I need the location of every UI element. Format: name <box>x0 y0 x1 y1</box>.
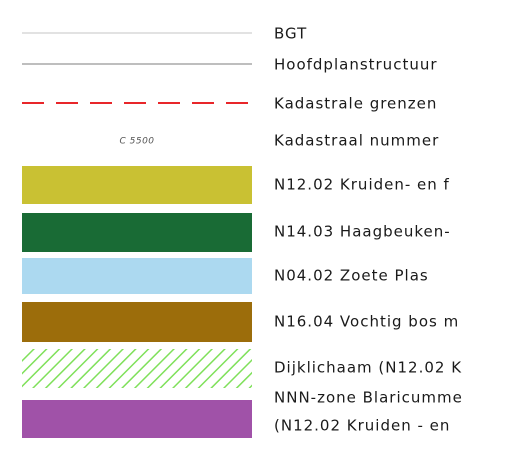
legend-label: N14.03 Haagbeuken- <box>274 223 451 241</box>
legend-label: NNN-zone Blaricumme <box>274 389 463 407</box>
legend-label: Dijklichaam (N12.02 K <box>274 359 462 377</box>
hatch-symbol <box>22 349 252 388</box>
fill-symbol <box>22 258 252 294</box>
fill-symbol <box>22 400 252 438</box>
legend-label: Kadastraal nummer <box>274 132 439 150</box>
legend-label: BGT <box>274 25 307 43</box>
fill-symbol <box>22 302 252 342</box>
fill-symbol <box>22 213 252 252</box>
legend-label: Hoofdplanstructuur <box>274 56 438 74</box>
sample-label: C 5500 <box>119 137 154 147</box>
legend-label: (N12.02 Kruiden - en <box>274 417 450 435</box>
legend-label: Kadastrale grenzen <box>274 95 437 113</box>
legend-label: N12.02 Kruiden- en f <box>274 176 450 194</box>
fill-symbol <box>22 166 252 204</box>
legend-label: N16.04 Vochtig bos m <box>274 313 459 331</box>
legend-label: N04.02 Zoete Plas <box>274 267 429 285</box>
